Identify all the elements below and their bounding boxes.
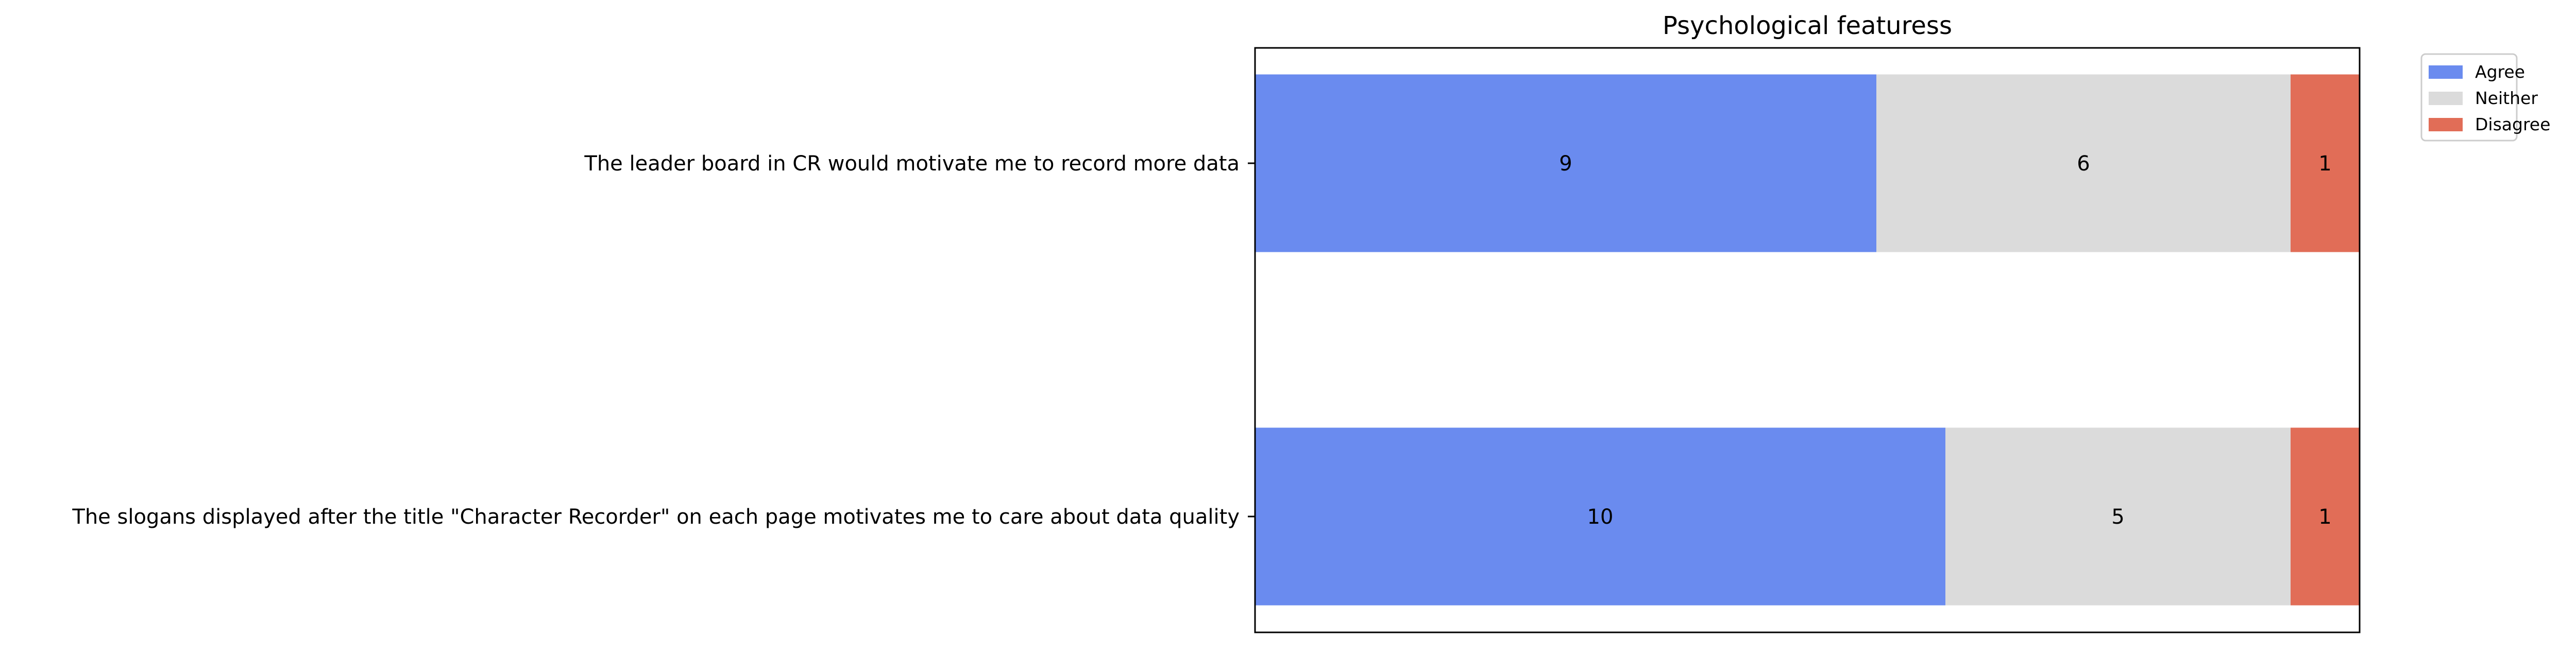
- bar-value-label: 10: [1587, 505, 1614, 529]
- legend-swatch-disagree: [2429, 118, 2463, 131]
- legend-label-disagree: Disagree: [2475, 114, 2550, 134]
- legend-label-agree: Agree: [2475, 62, 2525, 82]
- bar-value-label: 6: [2077, 152, 2090, 176]
- bar-value-label: 9: [1559, 152, 1572, 176]
- bar-value-label: 1: [2318, 152, 2331, 176]
- bar-value-label: 1: [2318, 505, 2331, 529]
- bars-layer: 9 6 1 10 5 1: [1255, 74, 2360, 606]
- bar-agree-2: [1255, 427, 1945, 606]
- chart-title: Psychological featuress: [1663, 11, 1952, 40]
- plot-frame: [1254, 47, 2361, 633]
- legend-swatch-agree: [2429, 65, 2463, 79]
- category-label: The slogans displayed after the title "C…: [72, 505, 1240, 529]
- bar-agree-1: [1255, 74, 1876, 252]
- legend-label-neither: Neither: [2475, 88, 2538, 108]
- bar-disagree-1: [2291, 74, 2360, 252]
- category-labels: The leader board in CR would motivate me…: [72, 152, 1255, 529]
- bar-neither-2: [1945, 427, 2291, 606]
- bar-value-label: 5: [2111, 505, 2124, 529]
- legend: Agree Neither Disagree: [2420, 53, 2550, 142]
- category-label: The leader board in CR would motivate me…: [584, 152, 1240, 176]
- bar-disagree-2: [2291, 427, 2360, 606]
- bar-neither-1: [1876, 74, 2291, 252]
- legend-swatch-neither: [2429, 92, 2463, 105]
